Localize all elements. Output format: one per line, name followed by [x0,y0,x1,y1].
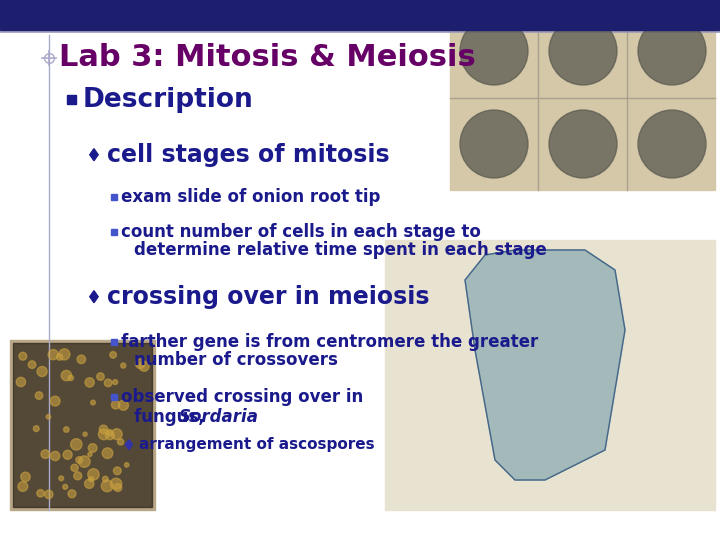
Polygon shape [125,440,132,450]
Circle shape [460,17,528,85]
Circle shape [549,110,617,178]
Circle shape [78,456,90,467]
Circle shape [91,400,95,405]
Circle shape [104,379,112,387]
Bar [111,339,117,345]
Circle shape [99,425,108,434]
Circle shape [118,400,128,410]
Text: determine relative time spent in each stage: determine relative time spent in each st… [134,241,546,259]
Circle shape [56,354,63,360]
Circle shape [638,17,706,85]
Circle shape [37,367,47,376]
Circle shape [89,443,97,453]
Circle shape [109,352,117,358]
Bar [10,340,155,510]
Circle shape [135,359,145,368]
Circle shape [105,431,114,440]
Circle shape [102,476,108,482]
Circle shape [35,392,42,400]
Circle shape [549,17,617,85]
Circle shape [112,380,117,384]
Text: arrangement of ascospores: arrangement of ascospores [139,437,374,452]
Text: exam slide of onion root tip: exam slide of onion root tip [121,188,380,206]
Bar [450,5,715,190]
Circle shape [48,349,58,360]
Circle shape [61,370,71,381]
Text: Sordaria: Sordaria [179,408,259,426]
Circle shape [88,453,92,456]
Circle shape [460,110,528,178]
Circle shape [68,375,73,381]
Circle shape [50,396,60,406]
Circle shape [37,490,45,497]
Text: observed crossing over in: observed crossing over in [121,388,363,406]
Circle shape [110,478,122,489]
Bar [111,194,117,200]
Circle shape [84,479,94,488]
Circle shape [63,484,68,489]
Circle shape [102,448,113,458]
Bar [111,229,117,235]
Polygon shape [465,250,625,480]
Circle shape [114,467,121,475]
Text: farther gene is from centromere the greater: farther gene is from centromere the grea… [121,333,539,350]
Circle shape [76,457,83,463]
Circle shape [88,469,99,480]
Text: fungus,: fungus, [134,408,210,426]
Circle shape [83,432,87,436]
Circle shape [19,352,27,360]
Circle shape [99,429,109,440]
Text: Description: Description [83,87,253,113]
Text: crossing over in meiosis: crossing over in meiosis [107,285,429,309]
Circle shape [85,378,94,387]
Circle shape [114,484,122,491]
Circle shape [107,429,113,436]
Text: number of crossovers: number of crossovers [134,350,338,369]
Circle shape [63,450,72,460]
Circle shape [121,363,126,368]
Circle shape [46,415,50,419]
Circle shape [117,438,124,445]
Bar [67,94,76,104]
Bar [0,0,720,30]
Circle shape [112,401,120,409]
Text: Lab 3: Mitosis & Meiosis: Lab 3: Mitosis & Meiosis [59,43,476,72]
Circle shape [96,373,104,380]
Bar [13,343,152,507]
Circle shape [33,426,39,431]
Circle shape [59,476,63,481]
Circle shape [71,464,78,471]
Circle shape [125,463,129,467]
Polygon shape [90,291,98,303]
Circle shape [28,361,36,368]
Circle shape [139,361,149,371]
Text: cell stages of mitosis: cell stages of mitosis [107,143,390,167]
Circle shape [638,110,706,178]
Circle shape [17,377,26,387]
Bar [385,240,715,510]
Circle shape [102,480,113,492]
Circle shape [112,429,122,440]
Circle shape [18,482,28,491]
Circle shape [63,427,69,433]
Circle shape [50,451,60,461]
Circle shape [45,490,53,498]
Circle shape [77,355,86,363]
Circle shape [21,472,30,482]
Circle shape [41,450,50,458]
Circle shape [59,349,70,360]
Text: count number of cells in each stage to: count number of cells in each stage to [121,222,481,241]
Circle shape [73,472,82,480]
Circle shape [89,477,94,482]
Circle shape [71,438,82,450]
Bar [111,394,117,400]
Polygon shape [90,148,98,161]
Circle shape [68,490,76,498]
